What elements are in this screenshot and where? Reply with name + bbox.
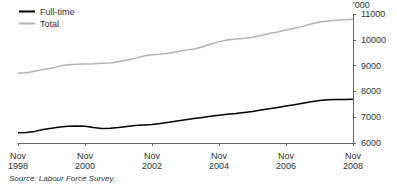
svg-text:Nov: Nov <box>278 151 295 161</box>
svg-text:Nov: Nov <box>77 151 94 161</box>
svg-text:9000: 9000 <box>361 61 381 71</box>
svg-text:Nov: Nov <box>211 151 228 161</box>
svg-text:Source: Labour Force Survey.: Source: Labour Force Survey. <box>9 174 115 183</box>
svg-text:2006: 2006 <box>276 161 296 171</box>
svg-text:2008: 2008 <box>343 161 363 171</box>
svg-text:2004: 2004 <box>209 161 229 171</box>
svg-text:2000: 2000 <box>75 161 95 171</box>
svg-text:7000: 7000 <box>361 112 381 122</box>
svg-text:11000: 11000 <box>361 9 385 19</box>
svg-text:Nov: Nov <box>345 151 362 161</box>
svg-text:10000: 10000 <box>361 35 386 45</box>
svg-text:8000: 8000 <box>361 86 381 96</box>
svg-text:Nov: Nov <box>144 151 161 161</box>
svg-text:2002: 2002 <box>142 161 162 171</box>
svg-text:6000: 6000 <box>361 138 381 148</box>
svg-text:1998: 1998 <box>8 161 28 171</box>
svg-text:Full-time: Full-time <box>40 7 75 17</box>
svg-text:Nov: Nov <box>10 151 27 161</box>
svg-text:'000: '000 <box>353 0 370 11</box>
svg-text:Total: Total <box>40 19 59 29</box>
